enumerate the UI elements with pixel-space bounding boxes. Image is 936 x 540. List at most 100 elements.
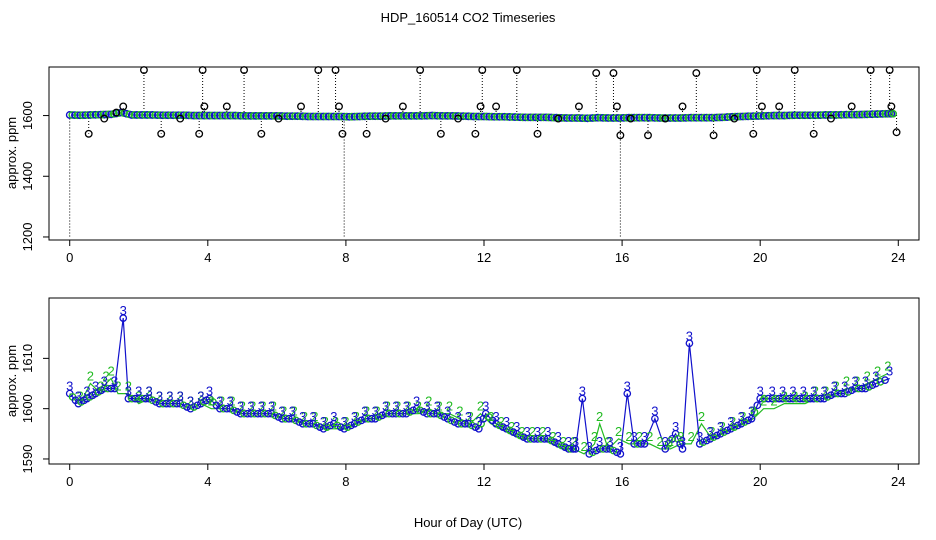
- top-point: [353, 112, 362, 121]
- bottom-x-tick-label: 0: [66, 474, 73, 489]
- bottom-series-symbol: 2: [332, 414, 339, 429]
- bottom-series-symbol: 2: [456, 404, 463, 419]
- top-point: [99, 110, 108, 119]
- bottom-series-symbol: 2: [739, 409, 746, 424]
- top-point: [671, 114, 680, 122]
- top-point: [511, 113, 519, 121]
- top-point: [143, 111, 152, 119]
- top-point: [751, 112, 760, 120]
- top-point: [454, 112, 463, 120]
- top-point: [785, 111, 794, 120]
- bottom-series-symbol: 2: [87, 369, 94, 384]
- top-point: [89, 110, 97, 119]
- top-point: [296, 112, 305, 121]
- top-point: [702, 113, 711, 122]
- bottom-x-tick-label: 12: [477, 474, 491, 489]
- top-outlier-point: [678, 102, 687, 111]
- bottom-series-symbol: 2: [656, 434, 663, 449]
- top-point: [570, 114, 579, 122]
- top-outlier-point: [827, 114, 835, 123]
- top-point: [433, 111, 442, 120]
- top-point: [192, 111, 201, 120]
- bottom-point: [119, 314, 128, 322]
- top-point: [161, 111, 170, 120]
- bottom-series-symbol: 2: [249, 399, 256, 414]
- bottom-y-tick-label: 1610: [20, 344, 35, 373]
- bottom-series-symbol: 2: [477, 399, 484, 414]
- top-outlier-point: [709, 131, 718, 140]
- top-point: [850, 110, 859, 119]
- top-point: [790, 111, 799, 120]
- bottom-point: [871, 379, 880, 388]
- top-point: [151, 111, 160, 119]
- bottom-series-symbol: 2: [549, 429, 556, 444]
- top-point: [487, 112, 496, 121]
- top-outlier-point: [626, 114, 635, 123]
- top-point: [257, 111, 266, 120]
- bottom-series-symbol: 2: [384, 399, 391, 414]
- top-point: [443, 111, 452, 120]
- bottom-series-symbol: 3: [503, 414, 510, 429]
- top-point: [332, 112, 341, 121]
- bottom-series-symbol: 2: [108, 363, 115, 378]
- bottom-series-symbol: 3: [624, 379, 631, 394]
- bottom-series-symbol: 2: [560, 434, 567, 449]
- bottom-series-symbol: 2: [581, 439, 588, 454]
- bottom-series-symbol: 3: [717, 419, 724, 434]
- top-point: [599, 113, 608, 122]
- bottom-series-symbol: 3: [258, 399, 265, 414]
- bottom-series-symbol: 2: [615, 424, 622, 439]
- top-point: [508, 113, 517, 121]
- top-point: [203, 111, 211, 120]
- bottom-series-symbol: 2: [529, 424, 536, 439]
- top-point: [803, 111, 812, 120]
- top-outlier-point: [416, 66, 425, 74]
- bottom-series-symbol: 2: [342, 414, 349, 429]
- top-outlier-point: [454, 114, 463, 123]
- top-point: [148, 111, 157, 119]
- top-outlier-point: [612, 102, 621, 111]
- bottom-point: [651, 414, 659, 423]
- top-point: [749, 112, 758, 121]
- bottom-series-symbol: 2: [646, 429, 653, 444]
- top-y-tick-label: 1400: [20, 162, 35, 191]
- bottom-series-symbol: 2: [208, 394, 215, 409]
- top-outlier-point: [157, 129, 166, 138]
- bottom-series-symbol: 2: [228, 394, 235, 409]
- top-point: [236, 111, 245, 120]
- top-point: [645, 113, 654, 122]
- top-outlier-point: [274, 114, 283, 123]
- bottom-point: [640, 440, 649, 448]
- bottom-series-symbol: 2: [791, 389, 798, 404]
- bottom-series-symbol: 3: [738, 409, 745, 424]
- top-point: [534, 113, 543, 122]
- top-point: [808, 111, 817, 120]
- bottom-series-symbol: 3: [617, 439, 624, 454]
- top-point: [68, 111, 77, 119]
- bottom-series-symbol: 3: [779, 384, 786, 399]
- bottom-series-symbol: 3: [187, 394, 194, 409]
- bottom-y-tick-label: 1600: [20, 394, 35, 423]
- top-point: [490, 112, 499, 121]
- top-point: [474, 112, 483, 121]
- bottom-series-symbol: 2: [146, 384, 153, 399]
- bottom-series-symbol: 3: [707, 424, 714, 439]
- top-point: [498, 112, 507, 121]
- top-point: [871, 110, 879, 119]
- top-point: [847, 110, 856, 119]
- top-point: [223, 111, 232, 120]
- top-point: [601, 114, 610, 122]
- top-outlier-point: [512, 66, 521, 74]
- top-point: [889, 109, 898, 118]
- bottom-series-symbol: 3: [769, 384, 776, 399]
- top-point: [159, 111, 167, 120]
- bottom-series-symbol: 3: [631, 429, 638, 444]
- top-point: [417, 111, 426, 120]
- bottom-series-symbol: 3: [886, 363, 893, 378]
- top-outlier-point: [692, 69, 701, 78]
- top-outlier-point: [616, 131, 625, 140]
- top-point: [630, 113, 639, 122]
- top-point: [495, 112, 504, 121]
- bottom-series-symbol: 3: [92, 379, 99, 394]
